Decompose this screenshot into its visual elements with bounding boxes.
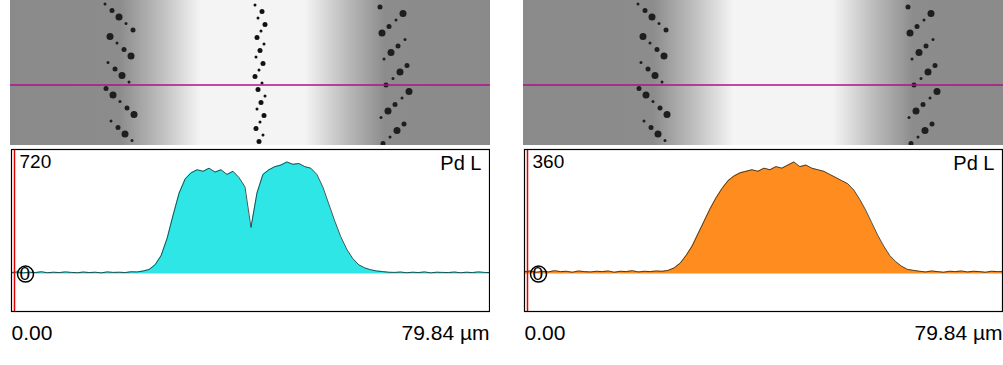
svg-text:0.00: 0.00 — [525, 321, 566, 344]
svg-text:Pd L: Pd L — [953, 152, 994, 174]
svg-text:360: 360 — [533, 151, 565, 172]
svg-text:79.84 µm: 79.84 µm — [402, 321, 490, 344]
svg-text:0.00: 0.00 — [12, 321, 53, 344]
svg-text:Pd L: Pd L — [440, 152, 481, 174]
svg-text:720: 720 — [20, 151, 52, 172]
svg-text:79.84 µm: 79.84 µm — [915, 321, 1003, 344]
